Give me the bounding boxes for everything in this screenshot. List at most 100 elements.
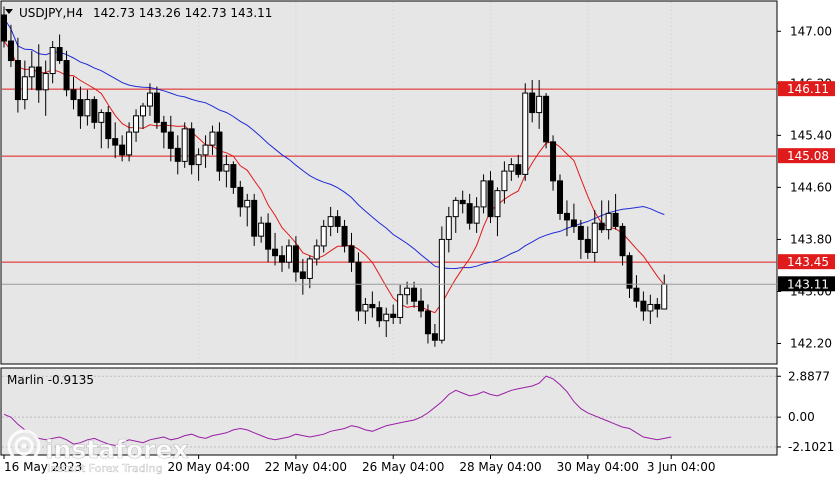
candle-body xyxy=(230,164,237,188)
candle xyxy=(28,50,35,90)
candle-body xyxy=(181,128,188,162)
candle xyxy=(14,37,21,113)
candle xyxy=(84,89,91,126)
watermark-tagline: Instant Forex Trading xyxy=(47,462,163,475)
candle xyxy=(272,232,279,266)
candle xyxy=(459,190,466,214)
candle xyxy=(633,275,640,308)
candle-body xyxy=(42,73,49,91)
candle-body xyxy=(1,14,7,42)
time-tick-label: 20 May 04:00 xyxy=(167,460,249,474)
candle xyxy=(56,34,63,64)
candle-body xyxy=(612,212,619,227)
candle xyxy=(619,223,626,266)
time-axis: 16 May 2023 20 May 04:00 22 May 04:00 26 Ma… xyxy=(3,455,716,474)
candle-body xyxy=(105,112,112,140)
candle xyxy=(258,216,265,243)
candle xyxy=(279,245,285,272)
candle-body xyxy=(299,271,306,279)
candle xyxy=(174,135,181,175)
candle-body xyxy=(21,76,28,101)
candle-body xyxy=(195,154,202,166)
level-price-tag xyxy=(778,254,835,270)
candle-body xyxy=(119,144,126,156)
indicator-tick-label: 0.00 xyxy=(788,410,815,424)
candle xyxy=(306,255,313,289)
candle-body xyxy=(279,255,285,263)
indicator-label: Marlin -0.9135 xyxy=(7,373,94,387)
chart-header: USDJPY,H4 142.73 143.26 142.73 143.11 xyxy=(5,6,272,20)
candle xyxy=(598,200,605,233)
candle-body xyxy=(383,313,390,322)
candle xyxy=(167,115,174,162)
candle xyxy=(112,122,119,159)
candle-body xyxy=(376,307,383,322)
candle xyxy=(563,200,570,237)
candle xyxy=(445,206,452,253)
candle-body xyxy=(577,225,584,240)
candle-body xyxy=(265,222,272,250)
candle xyxy=(188,122,195,175)
candle-body xyxy=(174,147,181,162)
candle xyxy=(320,219,327,253)
candle-body xyxy=(348,245,355,263)
candle-body xyxy=(216,131,223,172)
candle-body xyxy=(480,180,487,208)
current-price-label: 143.11 xyxy=(787,277,829,291)
candle-body xyxy=(126,131,133,156)
candle-body xyxy=(28,66,35,78)
candle-body xyxy=(112,138,119,146)
time-tick-label: 26 May 04:00 xyxy=(362,460,444,474)
candle xyxy=(126,122,133,162)
candle-body xyxy=(355,261,362,312)
candle xyxy=(647,294,654,324)
candle-body xyxy=(237,186,244,208)
instaforex-logo-icon xyxy=(7,429,41,463)
candle-body xyxy=(626,255,633,289)
candle-body xyxy=(501,170,508,192)
candle xyxy=(452,197,459,233)
candle-body xyxy=(411,287,418,302)
candle xyxy=(153,86,160,129)
candle xyxy=(522,83,529,181)
candle-body xyxy=(424,310,431,335)
level-price-label: 145.08 xyxy=(787,149,829,163)
candle xyxy=(230,161,237,194)
candle xyxy=(640,291,647,321)
candle-body xyxy=(35,66,42,91)
level-price-label: 146.11 xyxy=(787,82,829,96)
candle xyxy=(49,41,56,84)
indicator-tick-label: 2.8877 xyxy=(788,369,830,383)
candle-body xyxy=(598,222,605,231)
candle-body xyxy=(63,60,70,91)
marlin-oscillator xyxy=(3,375,672,447)
candle xyxy=(411,281,418,308)
candle xyxy=(397,284,404,324)
dropdown-triangle-icon[interactable] xyxy=(5,9,13,14)
candle-body xyxy=(438,238,445,341)
candle-body xyxy=(202,144,209,156)
candle xyxy=(98,109,105,149)
candle xyxy=(63,50,70,97)
candle xyxy=(529,80,536,123)
candle xyxy=(376,301,383,328)
candle xyxy=(70,76,77,110)
candle xyxy=(424,304,431,344)
candle-body xyxy=(390,313,397,318)
price-plot-area[interactable] xyxy=(0,0,778,365)
candle xyxy=(348,232,355,272)
candle-body xyxy=(91,99,98,123)
candle-body xyxy=(369,303,376,309)
grid-lines xyxy=(198,2,672,363)
candle-body xyxy=(494,190,501,218)
candle-body xyxy=(244,199,251,208)
time-tick-label: 28 May 04:00 xyxy=(459,460,541,474)
price-axis: 147.00146.20145.40144.60143.80143.00142.… xyxy=(2,24,835,350)
candle xyxy=(362,297,369,324)
candle-body xyxy=(292,245,299,273)
symbol-timeframe: USDJPY,H4 xyxy=(19,6,83,20)
candle xyxy=(265,213,272,263)
candle-body xyxy=(529,92,536,114)
